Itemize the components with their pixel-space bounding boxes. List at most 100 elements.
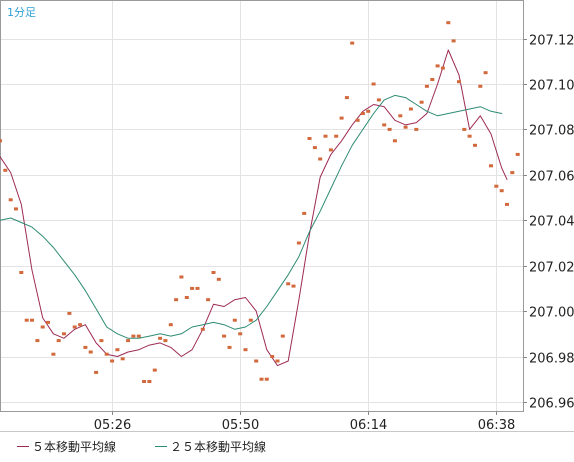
price-point [136, 334, 141, 338]
price-point [275, 359, 280, 363]
price-points [0, 21, 520, 383]
price-point [72, 325, 77, 329]
price-point [483, 71, 488, 75]
price-point [24, 318, 29, 322]
price-point [211, 271, 216, 274]
price-point [94, 370, 99, 374]
price-point [88, 350, 93, 354]
price-point [296, 241, 301, 245]
x-tick-label: 05:26 [94, 418, 131, 433]
series-layer [0, 21, 520, 383]
price-point [14, 207, 18, 211]
price-point [78, 323, 83, 327]
y-tick-label: 207.02 [529, 261, 574, 276]
price-point [8, 198, 13, 202]
price-point [51, 352, 56, 356]
price-point [280, 334, 285, 338]
price-point [323, 134, 328, 138]
y-tick-label: 207.00 [529, 306, 574, 321]
price-point [462, 127, 467, 131]
price-point [248, 318, 253, 322]
price-point [424, 84, 429, 88]
price-point [3, 168, 8, 172]
price-point [195, 286, 200, 290]
price-point [360, 112, 365, 115]
price-point [56, 339, 61, 343]
price-point [232, 318, 237, 322]
price-point [494, 184, 499, 188]
price-point [435, 64, 440, 68]
price-point [515, 152, 520, 156]
price-point [398, 114, 403, 118]
price-point [312, 146, 317, 150]
price-point [142, 380, 147, 383]
price-point [318, 157, 323, 161]
y-tick-label: 207.08 [529, 124, 574, 139]
price-point [307, 137, 312, 140]
price-point [355, 118, 360, 122]
price-point [120, 357, 125, 361]
price-point [184, 296, 189, 299]
price-point [19, 271, 24, 274]
price-point [366, 109, 371, 113]
price-point [83, 345, 88, 349]
price-point [131, 334, 136, 338]
price-point [339, 116, 344, 120]
price-point [206, 298, 211, 302]
price-point [467, 134, 472, 138]
price-point [254, 359, 259, 363]
price-point [35, 339, 40, 343]
price-point [430, 78, 435, 81]
price-point [403, 125, 408, 129]
price-point [104, 352, 109, 356]
price-point [478, 84, 483, 88]
price-point [376, 98, 381, 102]
price-point [168, 323, 173, 327]
price-point [291, 284, 296, 288]
price-point [110, 359, 115, 363]
price-point [286, 282, 291, 286]
price-point [190, 286, 195, 290]
price-point [222, 334, 227, 338]
price-point [419, 100, 424, 104]
price-point [440, 66, 445, 70]
price-point [115, 348, 120, 352]
price-point [99, 339, 104, 343]
price-point [302, 211, 307, 215]
price-point [473, 143, 477, 147]
price-point [499, 189, 504, 193]
price-point [387, 127, 392, 131]
price-point [259, 377, 264, 381]
price-point [163, 339, 168, 343]
legend: ５本移動平均線 ２５本移動平均線 [17, 439, 266, 454]
price-point [505, 202, 509, 206]
timeframe-label: 1分足 [7, 6, 36, 19]
price-point [0, 139, 2, 143]
axes: 05:26 05:50 06:14 06:38 206.96 206.98 207.00 20… [94, 34, 574, 434]
price-point [67, 311, 72, 315]
price-point [227, 345, 232, 349]
price-point [344, 96, 349, 100]
price-point [126, 339, 131, 343]
y-tick-label: 207.04 [529, 215, 574, 230]
price-point [30, 318, 34, 322]
x-tick-label: 06:38 [478, 418, 515, 433]
price-point [371, 82, 376, 86]
ma25-line [0, 94, 503, 339]
legend-label: ２５本移動平均線 [170, 439, 266, 454]
plot-frame [0, 0, 524, 412]
price-point [382, 123, 387, 127]
ma5-line [0, 49, 508, 367]
price-point [40, 325, 45, 329]
price-point [46, 320, 50, 324]
price-point [264, 377, 269, 381]
price-point [152, 368, 157, 372]
x-tick-label: 06:14 [350, 418, 387, 433]
price-point [158, 336, 163, 340]
price-point [200, 327, 205, 331]
price-point [147, 380, 152, 383]
price-point [174, 298, 179, 302]
